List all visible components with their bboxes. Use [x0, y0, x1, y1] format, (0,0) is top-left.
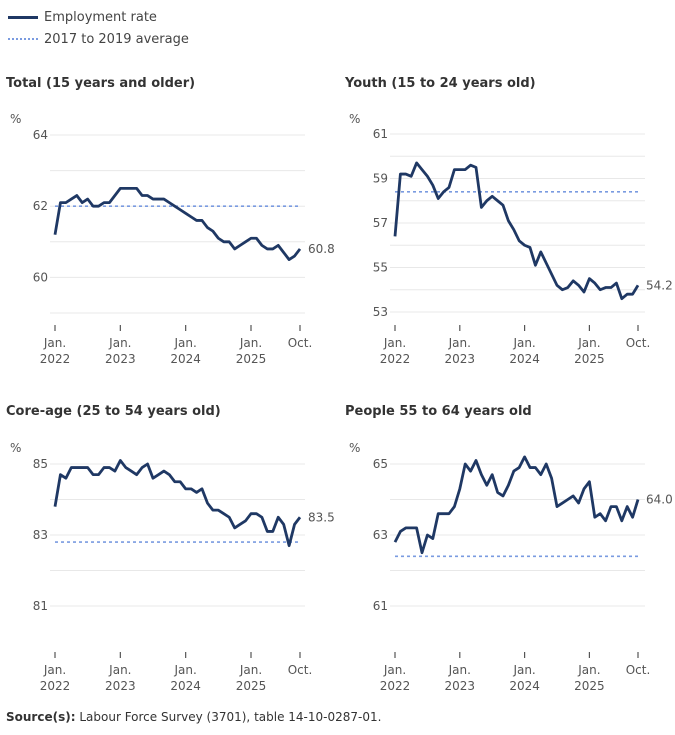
y-tick-label: 53 — [373, 305, 388, 319]
y-tick-label: 62 — [33, 199, 48, 213]
y-tick-label: 61 — [373, 599, 388, 613]
x-tick-label: Jan. — [448, 663, 471, 677]
y-tick-label: 59 — [373, 172, 388, 186]
last-value-label: 64.0 — [646, 493, 673, 507]
last-value-label: 54.2 — [646, 278, 673, 292]
x-tick-label: Jan. — [577, 663, 600, 677]
chart-title: Core-age (25 to 54 years old) — [6, 404, 221, 419]
chart-title: People 55 to 64 years old — [345, 404, 532, 419]
x-tick-label: Jan. — [577, 336, 600, 350]
source-note: Source(s): Labour Force Survey (3701), t… — [6, 710, 381, 724]
y-axis-unit: % — [10, 112, 21, 126]
x-tick-label: 2022 — [40, 679, 71, 693]
y-tick-label: 64 — [33, 128, 48, 142]
legend-swatch-solid — [8, 15, 38, 19]
x-tick-label: 2022 — [40, 352, 71, 366]
x-tick-label: 2022 — [380, 352, 411, 366]
x-tick-label: 2025 — [236, 679, 267, 693]
y-tick-label: 57 — [373, 216, 388, 230]
x-tick-label: Jan. — [383, 663, 406, 677]
x-tick-label: Jan. — [174, 336, 197, 350]
x-tick-label: Oct. — [288, 663, 313, 677]
y-tick-label: 83 — [33, 528, 48, 542]
x-tick-label: Oct. — [288, 336, 313, 350]
employment-rate-line — [393, 455, 640, 555]
x-tick-label: Jan. — [239, 663, 262, 677]
employment-rate-line — [53, 459, 302, 548]
y-tick-label: 60 — [33, 270, 48, 284]
y-axis-unit: % — [10, 441, 21, 455]
source-label: Source(s): — [6, 710, 76, 724]
x-tick-label: 2023 — [105, 679, 136, 693]
x-tick-label: 2022 — [380, 679, 411, 693]
x-tick-label: Oct. — [626, 336, 651, 350]
employment-rate-line — [393, 161, 640, 301]
y-axis-unit: % — [349, 112, 360, 126]
x-tick-label: Jan. — [108, 336, 131, 350]
y-axis-unit: % — [349, 441, 360, 455]
chart-title: Total (15 years and older) — [6, 76, 196, 91]
last-value-label: 83.5 — [308, 510, 335, 524]
x-tick-label: Jan. — [108, 663, 131, 677]
y-tick-label: 81 — [33, 599, 48, 613]
x-tick-label: 2024 — [170, 352, 201, 366]
y-tick-label: 65 — [373, 457, 388, 471]
source-text: Labour Force Survey (3701), table 14-10-… — [79, 710, 382, 724]
x-tick-label: 2024 — [509, 679, 540, 693]
x-tick-label: 2023 — [105, 352, 136, 366]
y-tick-label: 85 — [33, 457, 48, 471]
x-tick-label: 2023 — [445, 352, 476, 366]
x-tick-label: Jan. — [512, 663, 535, 677]
x-tick-label: 2024 — [509, 352, 540, 366]
x-tick-label: Oct. — [626, 663, 651, 677]
x-tick-label: Jan. — [383, 336, 406, 350]
x-tick-label: Jan. — [174, 663, 197, 677]
legend-item-series: Employment rate — [8, 6, 189, 28]
legend-label: 2017 to 2019 average — [44, 31, 189, 47]
y-tick-label: 63 — [373, 528, 388, 542]
x-tick-label: 2025 — [574, 679, 605, 693]
y-tick-label: 61 — [373, 127, 388, 141]
x-tick-label: Jan. — [43, 663, 66, 677]
x-tick-label: Jan. — [239, 336, 262, 350]
legend-swatch-dotted — [8, 38, 38, 40]
x-tick-label: 2024 — [170, 679, 201, 693]
x-tick-label: 2023 — [445, 679, 476, 693]
x-tick-label: Jan. — [512, 336, 535, 350]
y-tick-label: 55 — [373, 261, 388, 275]
legend-label: Employment rate — [44, 9, 157, 25]
last-value-label: 60.8 — [308, 242, 335, 256]
x-tick-label: Jan. — [448, 336, 471, 350]
employment-rate-line — [53, 186, 302, 262]
legend: Employment rate 2017 to 2019 average — [8, 6, 189, 50]
chart-title: Youth (15 to 24 years old) — [345, 76, 536, 91]
x-tick-label: 2025 — [574, 352, 605, 366]
x-tick-label: Jan. — [43, 336, 66, 350]
x-tick-label: 2025 — [236, 352, 267, 366]
legend-item-average: 2017 to 2019 average — [8, 28, 189, 50]
